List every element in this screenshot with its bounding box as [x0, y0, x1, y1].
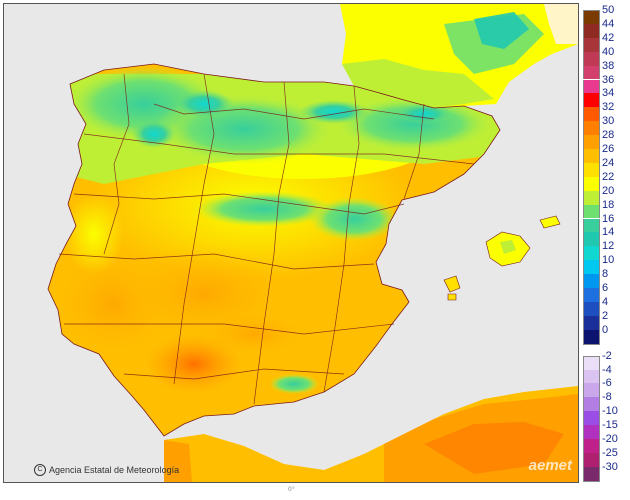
legend-swatch — [583, 425, 600, 439]
legend-swatch — [583, 10, 600, 25]
legend-label: 4 — [602, 295, 609, 308]
legend-label: 0 — [602, 323, 609, 336]
ibiza — [443, 275, 461, 293]
legend-swatch — [583, 79, 600, 94]
province-borders — [58, 73, 475, 405]
legend-swatch — [583, 149, 600, 163]
legend-swatch — [583, 369, 600, 384]
legend-swatch — [583, 107, 600, 122]
legend-swatch — [583, 51, 600, 66]
legend-swatch — [583, 93, 600, 108]
legend-swatch — [583, 176, 600, 191]
legend-label: 44 — [602, 17, 615, 30]
legend-swatch — [583, 397, 600, 412]
legend-swatch — [583, 439, 600, 453]
legend-label: 14 — [602, 226, 615, 239]
legend-swatch — [583, 37, 600, 52]
legend-swatch — [583, 466, 600, 482]
legend-swatch — [583, 190, 600, 205]
map-canvas — [47, 4, 578, 482]
legend-swatch — [583, 23, 600, 38]
temperature-map: C Agencia Estatal de Meteorología aemet — [3, 3, 579, 483]
legend-label: 8 — [602, 268, 609, 281]
legend-label: 18 — [602, 198, 615, 211]
legend-label: -6 — [602, 377, 612, 390]
legend-label: 16 — [602, 212, 615, 225]
legend-swatch — [583, 218, 600, 233]
copyright-icon: C — [34, 464, 46, 476]
legend-label: -30 — [602, 460, 618, 473]
legend-label: 28 — [602, 129, 615, 142]
legend-swatch — [583, 355, 600, 371]
aemet-logo: aemet — [528, 457, 572, 474]
legend-label: 10 — [602, 254, 615, 267]
legend-label: 50 — [602, 4, 615, 16]
legend-label: -2 — [602, 349, 612, 362]
legend-label: 6 — [602, 282, 609, 294]
legend-label: -10 — [602, 405, 618, 418]
legend-swatch — [583, 383, 600, 398]
legend-label: 42 — [602, 31, 615, 44]
legend-label: -4 — [602, 363, 612, 376]
legend-label: 20 — [602, 184, 615, 197]
legend-label: 2 — [602, 309, 609, 322]
legend-label: 12 — [602, 240, 615, 253]
legend-label: 24 — [602, 156, 615, 169]
legend-swatch — [583, 411, 600, 426]
legend-label: -25 — [602, 446, 618, 459]
legend-label: -20 — [602, 433, 618, 445]
legend-swatch — [583, 301, 600, 316]
legend-swatch — [583, 288, 600, 302]
agency-credit: C Agencia Estatal de Meteorología — [34, 464, 179, 476]
legend-swatch — [583, 65, 600, 80]
legend-swatch — [583, 452, 600, 467]
legend-swatch — [583, 162, 600, 177]
legend-swatch — [583, 232, 600, 247]
legend-swatch — [583, 121, 600, 136]
legend-label: 36 — [602, 73, 615, 86]
legend-swatch — [583, 260, 600, 275]
menorca — [539, 215, 561, 229]
color-legend: 50 44 42 40 38 36 34 32 30 28 26 24 22 20 18 16 14 12 10 8 6… — [583, 4, 630, 490]
legend-swatch — [583, 246, 600, 261]
legend-label: 40 — [602, 45, 615, 58]
legend-label: 32 — [602, 101, 615, 114]
legend-label: 30 — [602, 115, 615, 128]
longitude-mark: 0° — [288, 486, 295, 493]
credit-text: Agencia Estatal de Meteorología — [49, 465, 180, 475]
legend-swatch — [583, 274, 600, 288]
legend-label: -8 — [602, 391, 612, 404]
legend-swatch — [583, 135, 600, 149]
legend-label: 34 — [602, 87, 615, 100]
legend-swatch — [583, 204, 600, 219]
legend-swatch — [583, 315, 600, 330]
legend-swatch — [583, 329, 600, 345]
legend-label: 22 — [602, 170, 615, 183]
legend-label: -15 — [602, 419, 618, 432]
legend-label: 26 — [602, 143, 615, 155]
legend-label: 38 — [602, 59, 615, 72]
